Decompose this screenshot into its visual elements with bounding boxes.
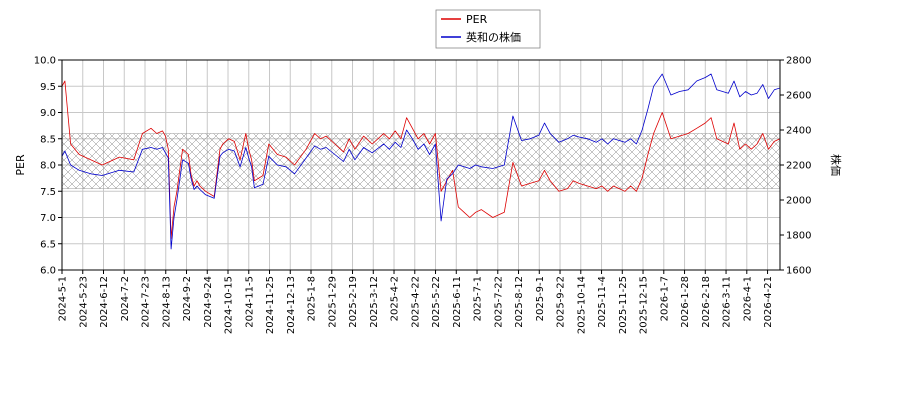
legend: PER 英和の株価 xyxy=(435,9,541,49)
y-axis-label-right: 株価 xyxy=(829,154,843,176)
legend-label: PER xyxy=(466,13,488,26)
x-tick-label: 2026-1-28 xyxy=(680,276,691,328)
y-tick-label-left: 8.0 xyxy=(40,161,56,172)
y-tick-label-left: 8.5 xyxy=(40,134,56,145)
y-tick-label-left: 9.0 xyxy=(40,108,56,119)
x-tick-label: 2024-5-1 xyxy=(58,276,69,321)
x-tick-label: 2025-9-1 xyxy=(535,276,546,321)
x-tick-label: 2024-12-13 xyxy=(286,276,297,334)
series-line-stock-price xyxy=(62,73,780,250)
y-tick-label-left: 9.5 xyxy=(40,82,56,93)
x-tick-label: 2025-7-22 xyxy=(493,276,504,328)
x-tick-label: 2025-8-12 xyxy=(514,276,525,328)
y-tick-label-right: 2400 xyxy=(786,126,811,137)
x-tick-label: 2025-4-22 xyxy=(410,276,421,328)
x-tick-label: 2025-10-14 xyxy=(576,276,587,334)
legend-label: 英和の株価 xyxy=(466,30,521,44)
x-tick-label: 2025-3-12 xyxy=(369,276,380,328)
x-tick-label: 2025-4-2 xyxy=(390,276,401,321)
x-tick-label: 2026-1-7 xyxy=(659,276,670,321)
x-tick-label: 2026-4-1 xyxy=(742,276,753,321)
x-tick-label: 2026-3-11 xyxy=(722,276,733,328)
x-tick-label: 2025-2-19 xyxy=(348,276,359,328)
legend-box xyxy=(435,9,541,49)
x-tick-label: 2024-11-5 xyxy=(244,276,255,328)
y-tick-label-left: 6.5 xyxy=(40,239,56,250)
x-tick-label: 2025-11-4 xyxy=(597,276,608,328)
series-line-per xyxy=(62,80,780,239)
x-tick-label: 2024-6-12 xyxy=(99,276,110,328)
y-tick-label-right: 2000 xyxy=(786,196,811,207)
y-tick-label-right: 2200 xyxy=(786,161,811,172)
y-axis-label-left: PER xyxy=(14,154,27,176)
y-tick-label-left: 6.0 xyxy=(40,266,56,277)
x-tick-label: 2025-12-15 xyxy=(639,276,650,334)
x-tick-label: 2026-2-18 xyxy=(701,276,712,328)
y-tick-label-left: 7.0 xyxy=(40,213,56,224)
x-tick-label: 2024-8-13 xyxy=(161,276,172,328)
x-tick-label: 2024-9-24 xyxy=(203,276,214,328)
y-tick-label-right: 1800 xyxy=(786,231,811,242)
x-tick-label: 2025-11-25 xyxy=(618,276,629,334)
x-tick-label: 2026-4-21 xyxy=(763,276,774,328)
y-tick-label-right: 2600 xyxy=(786,91,811,102)
x-tick-label: 2024-7-2 xyxy=(120,276,131,321)
x-tick-label: 2024-10-15 xyxy=(224,276,235,334)
x-tick-label: 2025-5-22 xyxy=(431,276,442,328)
x-tick-label: 2024-5-23 xyxy=(78,276,89,328)
x-tick-label: 2025-1-29 xyxy=(327,276,338,328)
x-tick-label: 2024-7-23 xyxy=(141,276,152,328)
y-tick-label-right: 1600 xyxy=(786,266,811,277)
x-tick-label: 2025-1-8 xyxy=(307,276,318,321)
x-tick-label: 2025-9-22 xyxy=(556,276,567,328)
reference-band xyxy=(61,133,781,189)
y-tick-label-left: 10.0 xyxy=(34,56,56,67)
y-tick-label-left: 7.5 xyxy=(40,187,56,198)
y-tick-label-right: 2800 xyxy=(786,56,811,67)
x-tick-label: 2025-6-11 xyxy=(452,276,463,328)
x-tick-label: 2025-7-1 xyxy=(473,276,484,321)
x-tick-label: 2024-11-25 xyxy=(265,276,276,334)
x-tick-label: 2024-9-2 xyxy=(182,276,193,321)
